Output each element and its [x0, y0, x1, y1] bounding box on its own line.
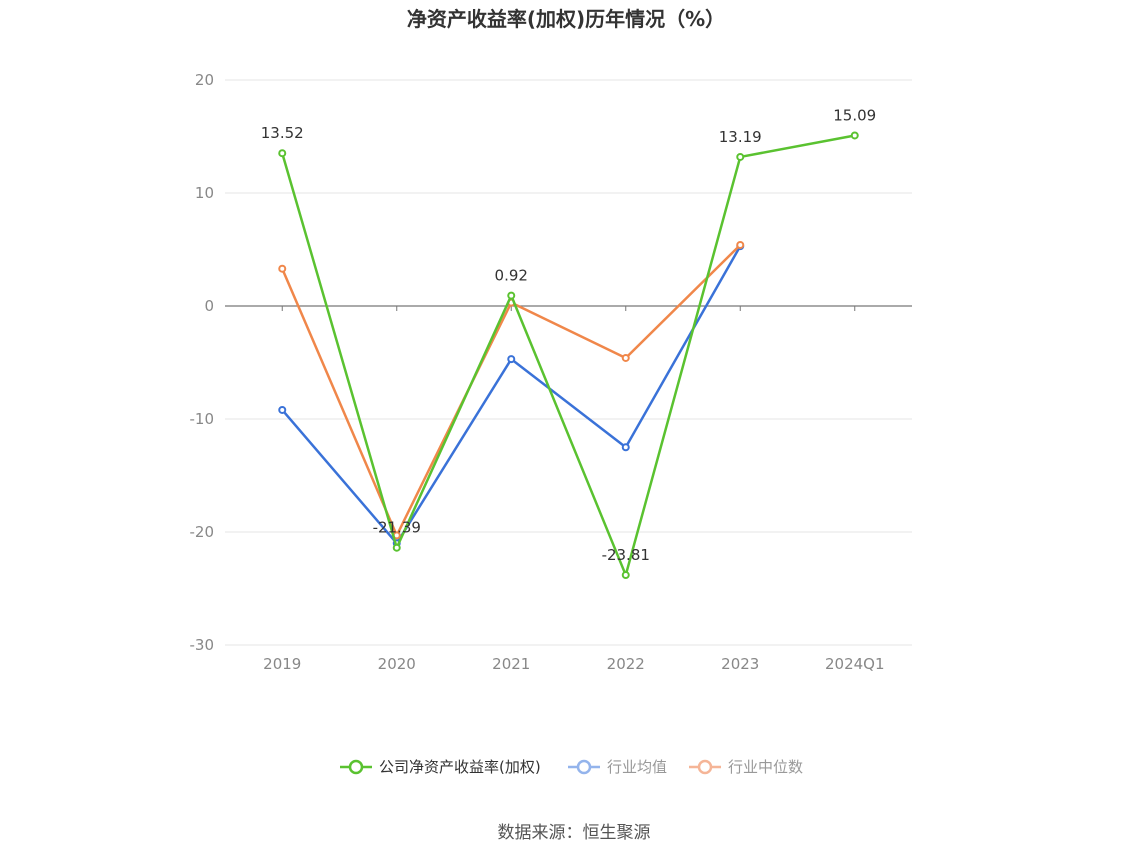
data-point — [278, 149, 287, 158]
legend-marker — [697, 759, 713, 775]
grid-lines — [225, 79, 912, 646]
data-point — [850, 131, 859, 140]
legend-marker — [348, 759, 364, 775]
y-tick-label: 0 — [204, 297, 214, 315]
data-point — [507, 291, 516, 300]
legend-item[interactable]: 公司净资产收益率(加权) — [340, 758, 541, 776]
y-tick-label: -10 — [190, 410, 215, 428]
x-tick-label: 2021 — [492, 655, 530, 673]
data-label: 13.19 — [719, 128, 762, 146]
data-point — [507, 355, 516, 364]
x-tick-label: 2020 — [378, 655, 416, 673]
y-tick-label: -20 — [190, 523, 215, 541]
data-labels: 13.52 -21.39 0.92 -23.81 13.19 15.09 — [261, 106, 876, 564]
series-line — [281, 245, 742, 545]
data-point — [392, 543, 401, 552]
data-label: -21.39 — [373, 519, 421, 537]
x-tick-label: 2024Q1 — [825, 655, 885, 673]
data-label: 13.52 — [261, 124, 304, 142]
series-line — [281, 134, 855, 577]
legend-label: 行业均值 — [607, 758, 667, 776]
data-label: 0.92 — [495, 267, 528, 285]
data-point — [278, 405, 287, 414]
chart-title: 净资产收益率(加权)历年情况（%） — [407, 7, 725, 31]
legend-item[interactable]: 行业均值 — [568, 758, 667, 776]
series-lines — [278, 131, 859, 580]
y-tick-label: -30 — [190, 636, 215, 654]
x-tick-label: 2022 — [607, 655, 645, 673]
data-label: 15.09 — [833, 106, 876, 124]
x-tick-label: 2019 — [263, 655, 301, 673]
data-point — [621, 353, 630, 362]
data-point — [621, 443, 630, 452]
legend-label: 行业中位数 — [728, 758, 803, 776]
legend-label: 公司净资产收益率(加权) — [379, 758, 541, 776]
legend-item[interactable]: 行业中位数 — [689, 758, 803, 776]
data-point — [621, 571, 630, 580]
y-tick-label: 20 — [195, 71, 214, 89]
legend: 公司净资产收益率(加权) 行业均值 行业中位数 — [340, 758, 803, 776]
data-point — [736, 152, 745, 161]
data-label: -23.81 — [602, 546, 650, 564]
legend-marker — [576, 759, 592, 775]
data-point — [278, 264, 287, 273]
axes: 20 10 0 -10 -20 -30 2019 2020 2021 2022 2023 2024Q1 — [190, 71, 912, 673]
x-tick-label: 2023 — [721, 655, 759, 673]
source-note: 数据来源：恒生聚源 — [498, 823, 651, 843]
y-tick-label: 10 — [195, 184, 214, 202]
data-point — [736, 240, 745, 249]
